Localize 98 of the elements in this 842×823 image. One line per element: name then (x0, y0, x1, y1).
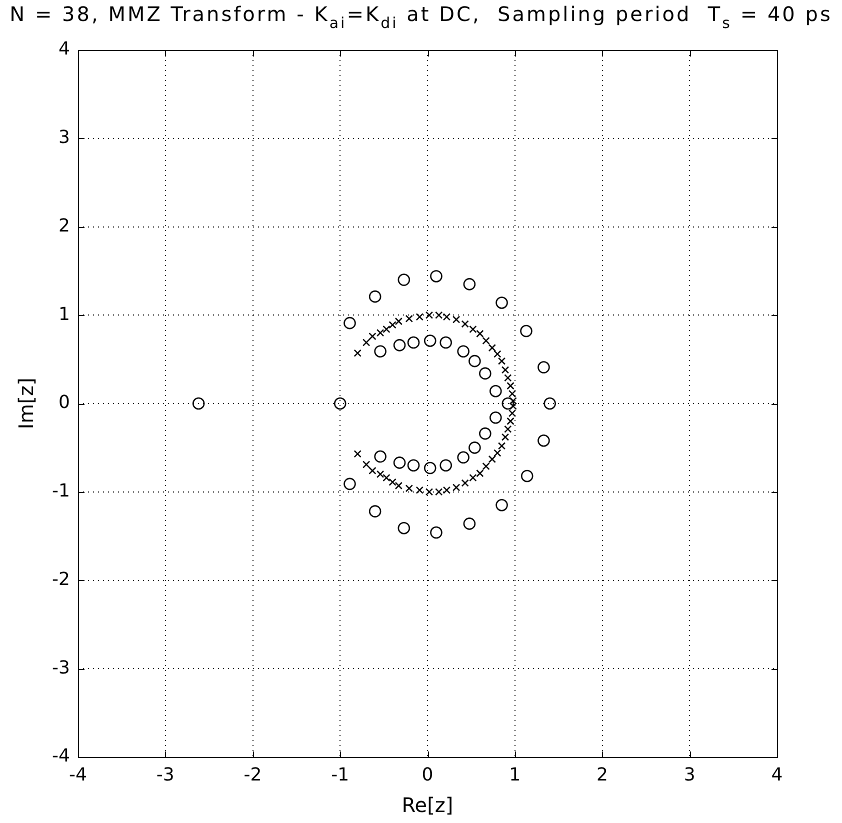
point (479, 427, 492, 440)
point (344, 316, 356, 330)
point (468, 354, 481, 368)
x-tick-label: 1 (509, 764, 521, 786)
point (368, 505, 382, 518)
point (463, 278, 476, 290)
point (430, 270, 442, 282)
point (382, 325, 390, 334)
point (354, 349, 362, 357)
x-axis-title: Re[z] (402, 793, 454, 818)
point (442, 486, 451, 494)
point (440, 336, 452, 349)
point (482, 462, 490, 470)
chart-title: N = 38, MMZ Transform - K$_{ai}$=K$_{di}$ at DC, Sampling period T$_{s}$ = 40 ps (8, 2, 834, 32)
point (430, 526, 442, 539)
point (398, 274, 410, 286)
point (498, 442, 506, 450)
point (416, 313, 424, 321)
point (452, 316, 460, 324)
x-tick-label: 0 (422, 764, 434, 786)
point (496, 296, 508, 309)
y-tick-label: -4 (52, 746, 70, 767)
point (468, 442, 481, 454)
point (479, 367, 492, 380)
point (407, 459, 420, 472)
point (435, 488, 443, 496)
point (374, 450, 386, 463)
point (476, 330, 484, 338)
point (374, 345, 386, 358)
point (368, 290, 382, 303)
point (334, 397, 346, 410)
point (544, 397, 556, 410)
point (424, 334, 436, 347)
point (394, 317, 402, 326)
point (469, 474, 477, 482)
point (463, 518, 476, 530)
point (461, 479, 469, 487)
point (488, 455, 496, 464)
point (482, 336, 490, 345)
point (424, 462, 436, 474)
y-axis-title: Im[z] (14, 378, 38, 430)
point (469, 325, 477, 334)
point (416, 486, 424, 494)
point (494, 449, 502, 457)
point (405, 484, 413, 492)
point (442, 313, 451, 321)
point (362, 338, 370, 346)
point (490, 384, 502, 398)
y-tick-label: -1 (52, 480, 70, 502)
point (394, 482, 402, 490)
point (407, 336, 420, 349)
y-tick-label: 4 (58, 38, 70, 60)
point (393, 456, 406, 469)
y-tick-label: 2 (58, 215, 70, 236)
y-tick-label: 3 (58, 127, 70, 148)
point (388, 478, 396, 486)
x-tick-label: -3 (156, 764, 174, 786)
point (398, 522, 410, 534)
y-tick-label: 0 (58, 392, 70, 414)
point (192, 397, 205, 410)
x-tick-label: 4 (771, 764, 783, 786)
point (368, 332, 376, 340)
point (498, 357, 506, 365)
point (457, 451, 470, 464)
point (368, 466, 376, 474)
point (520, 324, 532, 338)
point (538, 434, 550, 447)
point (382, 474, 390, 482)
x-tick-label: -2 (244, 764, 262, 786)
point (425, 311, 434, 319)
point (538, 361, 550, 374)
y-tick-label: 1 (58, 304, 70, 325)
point (494, 350, 502, 358)
x-tick-label: -1 (331, 764, 350, 786)
point (457, 345, 470, 358)
point (502, 397, 514, 410)
point (461, 320, 469, 328)
point (405, 314, 413, 322)
point (520, 470, 534, 482)
point (496, 498, 508, 512)
x-tick-label: 3 (684, 764, 696, 786)
point (344, 478, 356, 490)
point (354, 450, 362, 458)
y-tick-label: -3 (52, 657, 70, 678)
point (393, 339, 406, 352)
point (435, 311, 443, 319)
point (388, 321, 396, 329)
point (362, 460, 370, 468)
point (476, 469, 484, 478)
point (425, 488, 434, 496)
x-tick-label: 2 (596, 764, 608, 786)
y-tick-label: -2 (52, 568, 70, 590)
point (376, 328, 384, 337)
point (452, 484, 460, 492)
point (440, 459, 452, 472)
point (488, 344, 496, 352)
point (490, 411, 502, 424)
point (376, 470, 384, 478)
